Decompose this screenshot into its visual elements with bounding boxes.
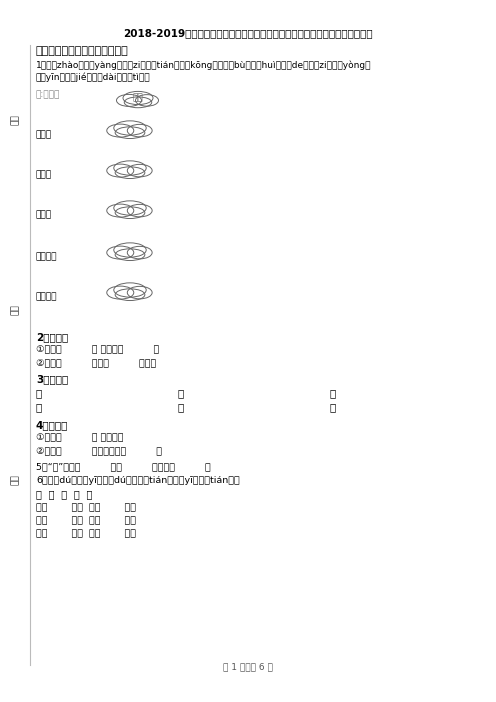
- Text: 5．“个”的笔顺          ，共          画，组词          。: 5．“个”的笔顺 ，共 画，组词 。: [36, 462, 211, 471]
- Text: 分数: 分数: [10, 114, 19, 126]
- Ellipse shape: [127, 124, 152, 137]
- Text: 1．照（zhào）样（yàng）子（zi）填（tián）空（kōng），不（bù）会（huì）的（de）字（zi）用（yòng）: 1．照（zhào）样（yàng）子（zi）填（tián）空（kōng），不（bù…: [36, 60, 372, 69]
- Text: ①书：共          画 第二笔是          。: ①书：共 画 第二笔是 。: [36, 345, 159, 354]
- Text: 快: 快: [36, 402, 42, 412]
- Ellipse shape: [114, 243, 146, 257]
- Ellipse shape: [115, 249, 145, 260]
- Ellipse shape: [117, 94, 141, 107]
- Text: 家: 家: [36, 388, 42, 398]
- Ellipse shape: [115, 167, 145, 178]
- Text: 一（        ）牛  一（        ）马: 一（ ）牛 一（ ）马: [36, 503, 136, 512]
- Text: ②果：共          笔，第一画是          。: ②果：共 笔，第一画是 。: [36, 446, 162, 455]
- Ellipse shape: [135, 95, 159, 106]
- Text: 2．我会填: 2．我会填: [36, 332, 68, 342]
- Ellipse shape: [115, 127, 145, 138]
- Ellipse shape: [124, 97, 152, 107]
- Text: 2018-2019年遵义市桐梓县羊磴镇红旗小学一年级上册语文模拟期末考试无答案: 2018-2019年遵义市桐梓县羊磴镇红旗小学一年级上册语文模拟期末考试无答案: [123, 28, 373, 38]
- Ellipse shape: [127, 164, 152, 177]
- Text: 热乎乎的: 热乎乎的: [36, 252, 58, 261]
- Ellipse shape: [114, 121, 146, 135]
- Text: 一、想一想，填一填（填空题）: 一、想一想，填一填（填空题）: [36, 46, 129, 56]
- Ellipse shape: [127, 204, 152, 217]
- Text: ①学：共          画 第七笔是: ①学：共 画 第七笔是: [36, 433, 124, 442]
- Text: 妈: 妈: [330, 388, 336, 398]
- Text: 爸: 爸: [178, 388, 184, 398]
- Ellipse shape: [115, 289, 145, 300]
- Text: 大: 大: [330, 402, 336, 412]
- Text: 姓名: 姓名: [10, 305, 19, 315]
- Ellipse shape: [107, 246, 134, 259]
- Text: 香气: 香气: [132, 93, 143, 102]
- Ellipse shape: [107, 164, 134, 177]
- Text: 例:浓浓的: 例:浓浓的: [36, 90, 61, 99]
- Text: 甜甜的: 甜甜的: [36, 130, 52, 139]
- Ellipse shape: [127, 286, 152, 299]
- Text: 题号: 题号: [10, 475, 19, 485]
- Text: 白白的: 白白的: [36, 210, 52, 219]
- Ellipse shape: [123, 91, 153, 105]
- Text: 头  匹  只  条  个: 头 匹 只 条 个: [36, 489, 92, 499]
- Text: 第 1 页，共 6 页: 第 1 页，共 6 页: [223, 662, 273, 671]
- Ellipse shape: [114, 283, 146, 297]
- Ellipse shape: [127, 246, 152, 259]
- Text: 一（        ）河  一（        ）鱼: 一（ ）河 一（ ）鱼: [36, 516, 136, 525]
- Ellipse shape: [107, 124, 134, 137]
- Text: 长: 长: [178, 402, 184, 412]
- Text: 3．组词。: 3．组词。: [36, 374, 68, 384]
- Ellipse shape: [107, 204, 134, 217]
- Text: 一（        ）虾  一（        ）鸡: 一（ ）虾 一（ ）鸡: [36, 529, 136, 538]
- Text: 金灿灿的: 金灿灿的: [36, 292, 58, 301]
- Text: 酸酸的: 酸酸的: [36, 170, 52, 179]
- Ellipse shape: [114, 161, 146, 176]
- Ellipse shape: [114, 201, 146, 215]
- Text: 4．我会填: 4．我会填: [36, 420, 68, 430]
- Text: 6．读（dú）一（yī）读（dú），填（tián）一（yī）填（tián）。: 6．读（dú）一（yī）读（dú），填（tián）一（yī）填（tián）。: [36, 476, 240, 485]
- Text: 音（yīn）节（jié）代（dài）替（tì）。: 音（yīn）节（jié）代（dài）替（tì）。: [36, 72, 151, 81]
- Ellipse shape: [107, 286, 134, 299]
- Text: ②生：共          笔，是          结构。: ②生：共 笔，是 结构。: [36, 358, 156, 367]
- Ellipse shape: [115, 207, 145, 218]
